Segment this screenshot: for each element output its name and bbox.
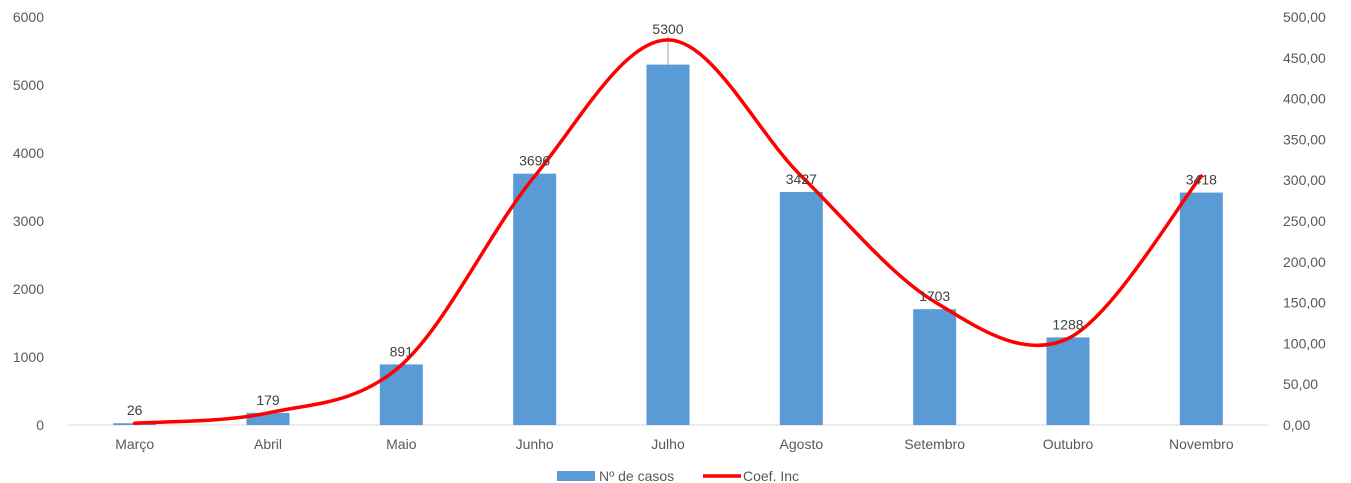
bar-data-label: 1288 — [1052, 316, 1083, 332]
bar-data-label: 26 — [127, 402, 143, 418]
bar-novembro — [1179, 192, 1223, 425]
bar-data-label: 179 — [256, 392, 280, 408]
left-tick-label: 4000 — [13, 145, 44, 161]
right-tick-label: 200,00 — [1283, 254, 1326, 270]
right-tick-label: 250,00 — [1283, 213, 1326, 229]
bar-junho — [513, 173, 557, 425]
category-label: Setembro — [904, 436, 965, 452]
coef-inc-line — [132, 38, 1204, 425]
right-y-axis: 0,00 50,00 100,00 150,00 200,00 250,00 300,00 3… — [1283, 9, 1326, 433]
category-label: Junho — [516, 436, 554, 452]
category-label: Agosto — [780, 436, 824, 452]
right-tick-label: 450,00 — [1283, 50, 1326, 66]
bar-data-label: 5300 — [652, 21, 683, 37]
category-label: Abril — [254, 436, 282, 452]
left-tick-label: 2000 — [13, 281, 44, 297]
category-label: Novembro — [1169, 436, 1234, 452]
category-label: Julho — [651, 436, 685, 452]
line-series — [132, 38, 1204, 425]
bar-series — [113, 64, 1223, 425]
left-tick-label: 5000 — [13, 77, 44, 93]
bar-julho — [646, 64, 690, 425]
legend-label-coef: Coef. Inc — [743, 468, 799, 483]
left-tick-label: 0 — [36, 417, 44, 433]
left-tick-label: 6000 — [13, 9, 44, 25]
right-tick-label: 100,00 — [1283, 335, 1326, 351]
bar-setembro — [913, 309, 957, 425]
legend-label-casos: Nº de casos — [599, 468, 674, 483]
category-label: Outubro — [1043, 436, 1094, 452]
right-tick-label: 50,00 — [1283, 376, 1318, 392]
legend-swatch-casos — [557, 471, 595, 481]
category-label: Março — [115, 436, 154, 452]
bar-data-label: 891 — [390, 343, 414, 359]
bar-agosto — [779, 191, 823, 425]
right-tick-label: 300,00 — [1283, 172, 1326, 188]
bar-data-label: 3696 — [519, 153, 550, 169]
bar-outubro — [1046, 337, 1090, 425]
category-label: Maio — [386, 436, 417, 452]
legend: Nº de casos Coef. Inc — [557, 468, 799, 483]
x-axis-labels: Março Abril Maio Junho Julho Agosto Setembro Ou… — [115, 436, 1234, 452]
bar-maio — [379, 364, 423, 425]
data-labels: 26 179 891 3696 5300 3427 1703 1288 3418 — [127, 21, 1217, 418]
left-y-axis: 0 1000 2000 3000 4000 5000 6000 — [13, 9, 44, 433]
right-tick-label: 0,00 — [1283, 417, 1310, 433]
right-tick-label: 350,00 — [1283, 131, 1326, 147]
right-tick-label: 500,00 — [1283, 9, 1326, 25]
bar-data-label: 1703 — [919, 288, 950, 304]
left-tick-label: 3000 — [13, 213, 44, 229]
left-tick-label: 1000 — [13, 349, 44, 365]
right-tick-label: 400,00 — [1283, 91, 1326, 107]
right-tick-label: 150,00 — [1283, 295, 1326, 311]
bar-data-label: 3427 — [786, 171, 817, 187]
bar-data-label: 3418 — [1186, 172, 1217, 188]
